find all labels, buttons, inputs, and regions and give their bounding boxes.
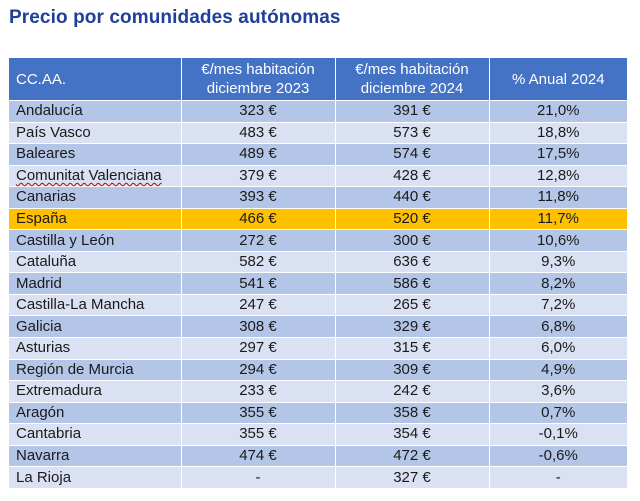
price-2024-cell: 327 € [335,466,490,488]
annual-change-cell: -0,6% [489,444,627,467]
price-2023-cell: 355 € [181,401,336,424]
price-2024-cell: 440 € [335,186,490,209]
table-row: Cataluña 582 €636 €9,3% [9,250,627,273]
region-cell: Madrid [9,272,182,295]
column-header-annual-change: % Anual 2024 [489,58,627,101]
region-cell: Canarias [9,186,182,209]
annual-change-cell: 11,7% [489,207,627,230]
price-2024-cell: 574 € [335,143,490,166]
region-cell: Baleares [9,143,182,166]
price-table: CC.AA. €/mes habitación diciembre 2023 €… [9,58,627,488]
region-cell: Castilla y León [9,229,182,252]
table-row: Navarra 474 €472 € -0,6% [9,444,627,467]
annual-change-cell: 4,9% [489,358,627,381]
region-cell: Cataluña [9,250,182,273]
price-2024-cell: 309 € [335,358,490,381]
table-row: Región de Murcia 294 €309 €4,9% [9,358,627,381]
price-2023-cell: 541 € [181,272,336,295]
price-2024-cell: 391 € [335,100,490,123]
table-body: Andalucía 323 €391 €21,0% País Vasco 483 €5… [9,100,627,488]
region-cell: Aragón [9,401,182,424]
table-row: Castilla-La Mancha 247 €265 €7,2% [9,293,627,316]
annual-change-cell: 21,0% [489,100,627,123]
table-row: Andalucía 323 €391 €21,0% [9,100,627,123]
price-2024-cell: 586 € [335,272,490,295]
table-row: Madrid 541 €586 €8,2% [9,272,627,295]
price-2024-cell: 573 € [335,121,490,144]
price-2023-cell: 466 € [181,207,336,230]
price-2024-cell: 520 € [335,207,490,230]
price-2024-cell: 636 € [335,250,490,273]
region-cell: España [9,207,182,230]
price-2024-cell: 428 € [335,164,490,187]
annual-change-cell: 3,6% [489,380,627,403]
price-2023-cell: 294 € [181,358,336,381]
table-row: Baleares 489 €574 €17,5% [9,143,627,166]
region-cell: País Vasco [9,121,182,144]
page-title: Precio por comunidades autónomas [9,7,341,28]
price-2024-cell: 265 € [335,293,490,316]
region-cell: Extremadura [9,380,182,403]
annual-change-cell: 6,8% [489,315,627,338]
price-2023-cell: 355 € [181,423,336,446]
price-2023-cell: 474 € [181,444,336,467]
table-row: Comunitat Valenciana 379 €428 €12,8% [9,164,627,187]
region-cell: Cantabria [9,423,182,446]
region-cell: Navarra [9,444,182,467]
price-2023-cell: 379 € [181,164,336,187]
annual-change-cell: - [489,466,627,488]
price-2023-cell: 233 € [181,380,336,403]
table-row: Canarias 393 €440 €11,8% [9,186,627,209]
table-row: Castilla y León 272 €300 €10,6% [9,229,627,252]
table-row: País Vasco 483 €573 €18,8% [9,121,627,144]
price-2024-cell: 300 € [335,229,490,252]
annual-change-cell: 8,2% [489,272,627,295]
annual-change-cell: 0,7% [489,401,627,424]
price-2024-cell: 329 € [335,315,490,338]
annual-change-cell: 6,0% [489,337,627,360]
price-2023-cell: 323 € [181,100,336,123]
spellcheck-marked-text: Comunitat Valenciana [16,166,162,184]
annual-change-cell: 17,5% [489,143,627,166]
annual-change-cell: 7,2% [489,293,627,316]
price-2023-cell: - [181,466,336,488]
price-2023-cell: 272 € [181,229,336,252]
table-row: Asturias 297 €315 €6,0% [9,337,627,360]
region-cell: Asturias [9,337,182,360]
annual-change-cell: 9,3% [489,250,627,273]
region-cell: La Rioja [9,466,182,488]
price-2023-cell: 297 € [181,337,336,360]
table-row: Galicia 308 €329 €6,8% [9,315,627,338]
region-cell: Región de Murcia [9,358,182,381]
price-2024-cell: 354 € [335,423,490,446]
table-row: Extremadura 233 €242 €3,6% [9,380,627,403]
column-header-region: CC.AA. [9,58,182,101]
column-header-2024: €/mes habitación diciembre 2024 [335,58,490,101]
price-2023-cell: 308 € [181,315,336,338]
annual-change-cell: 18,8% [489,121,627,144]
annual-change-cell: 12,8% [489,164,627,187]
price-2023-cell: 483 € [181,121,336,144]
annual-change-cell: -0,1% [489,423,627,446]
region-cell: Galicia [9,315,182,338]
price-2024-cell: 242 € [335,380,490,403]
price-2024-cell: 358 € [335,401,490,424]
region-cell: Comunitat Valenciana [9,164,182,187]
price-2023-cell: 247 € [181,293,336,316]
price-2023-cell: 582 € [181,250,336,273]
table-row: Cantabria 355 €354 € -0,1% [9,423,627,446]
table-row: Aragón 355 €358 €0,7% [9,401,627,424]
price-2023-cell: 489 € [181,143,336,166]
region-cell: Castilla-La Mancha [9,293,182,316]
price-2023-cell: 393 € [181,186,336,209]
region-cell: Andalucía [9,100,182,123]
annual-change-cell: 10,6% [489,229,627,252]
table-header-row: CC.AA. €/mes habitación diciembre 2023 €… [9,58,627,101]
price-2024-cell: 472 € [335,444,490,467]
annual-change-cell: 11,8% [489,186,627,209]
column-header-2023: €/mes habitación diciembre 2023 [181,58,336,101]
table-row: La Rioja -327 € - [9,466,627,488]
price-2024-cell: 315 € [335,337,490,360]
table-row: España 466 €520 €11,7% [9,207,627,230]
